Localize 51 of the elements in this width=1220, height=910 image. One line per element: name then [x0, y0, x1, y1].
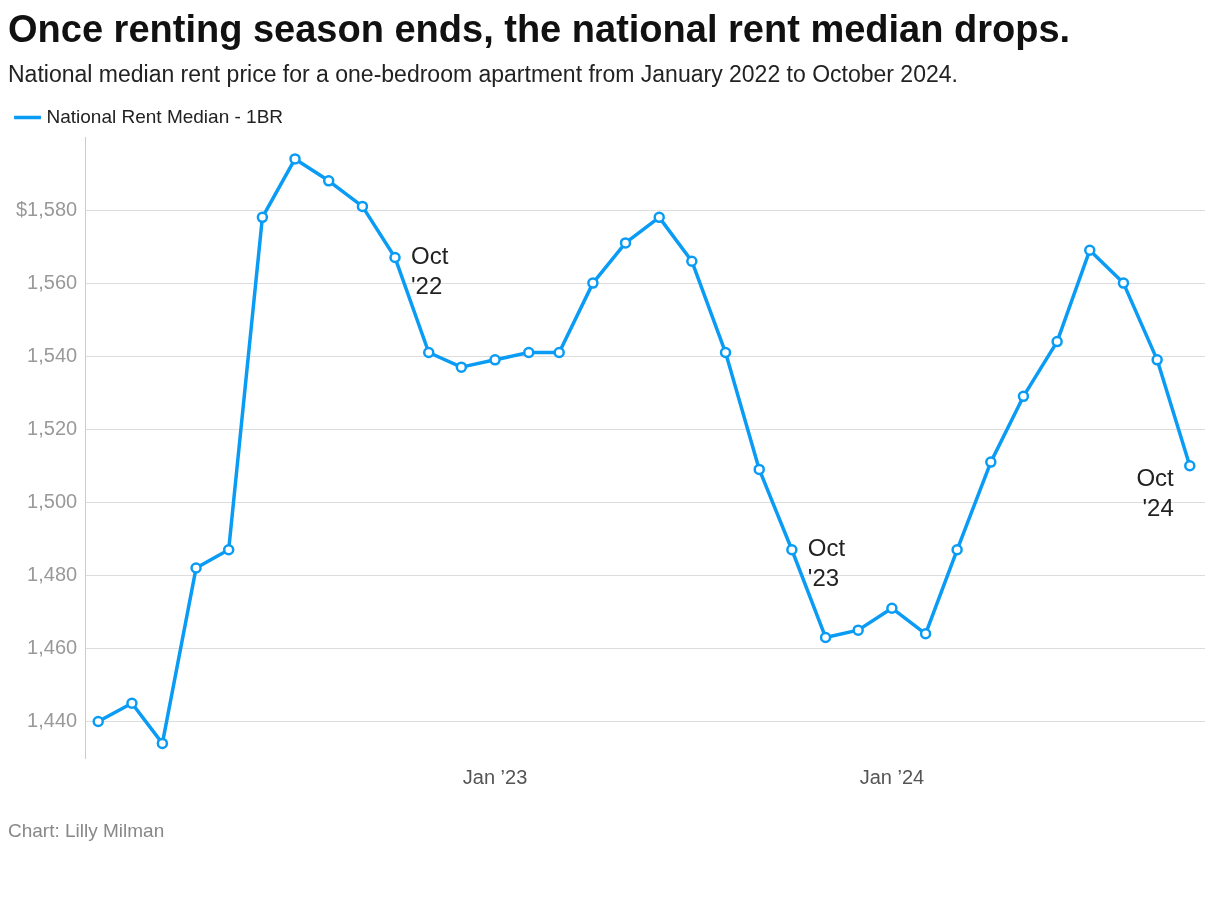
chart-title: Once renting season ends, the national rent median drops.	[8, 8, 1072, 51]
point	[1151, 354, 1163, 366]
annotation: Oct '24	[1136, 464, 1175, 522]
point	[1117, 277, 1130, 289]
point	[92, 715, 104, 728]
point	[686, 255, 698, 267]
point	[322, 175, 335, 187]
x-tick-label: Jan ’24	[859, 765, 925, 788]
point	[126, 697, 138, 709]
point	[819, 631, 832, 644]
point	[553, 346, 565, 359]
y-tick-label: 1,500	[27, 489, 78, 512]
legend-label: National Rent Median - 1BR	[46, 105, 284, 127]
point	[587, 277, 599, 289]
point	[786, 544, 798, 556]
point	[619, 237, 632, 249]
y-tick-label: 1,520	[27, 416, 78, 439]
y-tick-label: 1,440	[27, 708, 78, 731]
y-tick-label: 1,540	[27, 343, 78, 366]
point	[1017, 390, 1030, 403]
point	[222, 544, 235, 556]
annotation: Oct '22	[411, 242, 449, 300]
chart-subtitle: National median rent price for a one-bedroom apartment from January 2022 to October 2024.	[8, 61, 959, 88]
point	[389, 251, 401, 264]
x-tick-label: Jan ’23	[462, 765, 528, 788]
y-tick-label: 1,480	[27, 562, 78, 585]
point	[1084, 244, 1096, 256]
point	[852, 624, 864, 636]
point	[455, 361, 468, 373]
point	[753, 463, 765, 476]
text: Chart: Lilly Milman	[8, 820, 166, 842]
y-tick-label: 1,460	[27, 635, 78, 658]
point	[190, 562, 202, 574]
point	[719, 346, 732, 359]
y-tick-label: $1,580	[16, 197, 78, 220]
point	[523, 346, 535, 359]
point	[1184, 460, 1196, 472]
point	[919, 628, 932, 640]
y-tick-label: 1,560	[27, 270, 78, 293]
point	[256, 211, 269, 224]
point	[422, 346, 435, 359]
point	[489, 354, 501, 366]
point	[653, 211, 665, 224]
point	[156, 737, 169, 750]
annotation: Oct '23	[807, 534, 846, 592]
point	[985, 456, 997, 468]
point	[356, 200, 369, 213]
point	[951, 544, 963, 556]
point	[289, 153, 301, 165]
point	[886, 602, 898, 614]
point	[1051, 335, 1063, 348]
